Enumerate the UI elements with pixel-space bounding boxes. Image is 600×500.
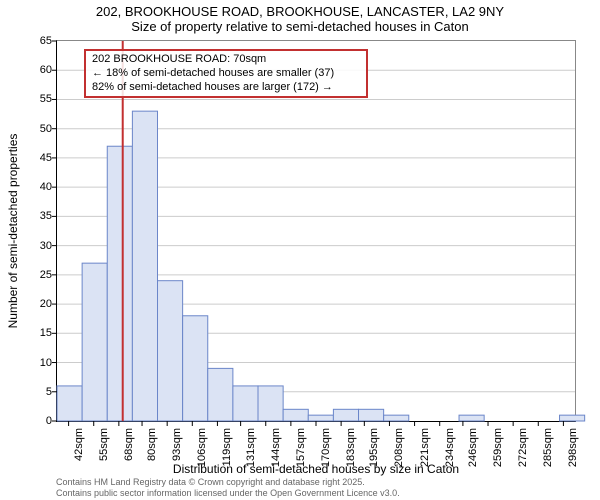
- annotation-line3: 82% of semi-detached houses are larger (…: [92, 81, 360, 95]
- bar: [208, 368, 233, 421]
- bar: [359, 409, 384, 421]
- bar: [57, 386, 82, 421]
- y-tick-label: 20: [12, 298, 52, 310]
- bar: [459, 415, 484, 421]
- y-tick-label: 50: [12, 123, 52, 135]
- y-tick-label: 65: [12, 35, 52, 47]
- footer-line2: Contains public sector information licen…: [56, 488, 400, 498]
- y-tick-label: 15: [12, 327, 52, 339]
- bar: [258, 386, 283, 421]
- y-tick-label: 45: [12, 152, 52, 164]
- bar: [560, 415, 585, 421]
- bar: [233, 386, 258, 421]
- bar: [384, 415, 409, 421]
- chart-title-line1: 202, BROOKHOUSE ROAD, BROOKHOUSE, LANCAS…: [0, 4, 600, 19]
- y-tick-label: 10: [12, 357, 52, 369]
- y-tick-label: 30: [12, 240, 52, 252]
- bar: [107, 146, 132, 421]
- annotation-line2: ← 18% of semi-detached houses are smalle…: [92, 67, 360, 81]
- chart-container: 202, BROOKHOUSE ROAD, BROOKHOUSE, LANCAS…: [0, 0, 600, 500]
- y-tick-label: 5: [12, 386, 52, 398]
- y-tick-label: 55: [12, 93, 52, 105]
- y-tick-label: 25: [12, 269, 52, 281]
- y-tick-label: 0: [12, 415, 52, 427]
- y-tick-label: 35: [12, 210, 52, 222]
- chart-title-block: 202, BROOKHOUSE ROAD, BROOKHOUSE, LANCAS…: [0, 4, 600, 34]
- annotation-line1: 202 BROOKHOUSE ROAD: 70sqm: [92, 53, 360, 67]
- bar: [82, 263, 107, 421]
- x-axis-title: Distribution of semi-detached houses by …: [56, 462, 576, 476]
- footer: Contains HM Land Registry data © Crown c…: [56, 477, 400, 498]
- bar: [333, 409, 358, 421]
- footer-line1: Contains HM Land Registry data © Crown c…: [56, 477, 400, 487]
- bar: [308, 415, 333, 421]
- y-tick-label: 40: [12, 181, 52, 193]
- bar: [158, 281, 183, 421]
- x-tick-marks: [69, 421, 564, 426]
- y-tick-label: 60: [12, 64, 52, 76]
- bar: [283, 409, 308, 421]
- annotation-box: 202 BROOKHOUSE ROAD: 70sqm ← 18% of semi…: [84, 49, 368, 98]
- chart-title-line2: Size of property relative to semi-detach…: [0, 19, 600, 34]
- bar: [132, 111, 157, 421]
- bar: [183, 316, 208, 421]
- y-tick-marks: [52, 41, 57, 421]
